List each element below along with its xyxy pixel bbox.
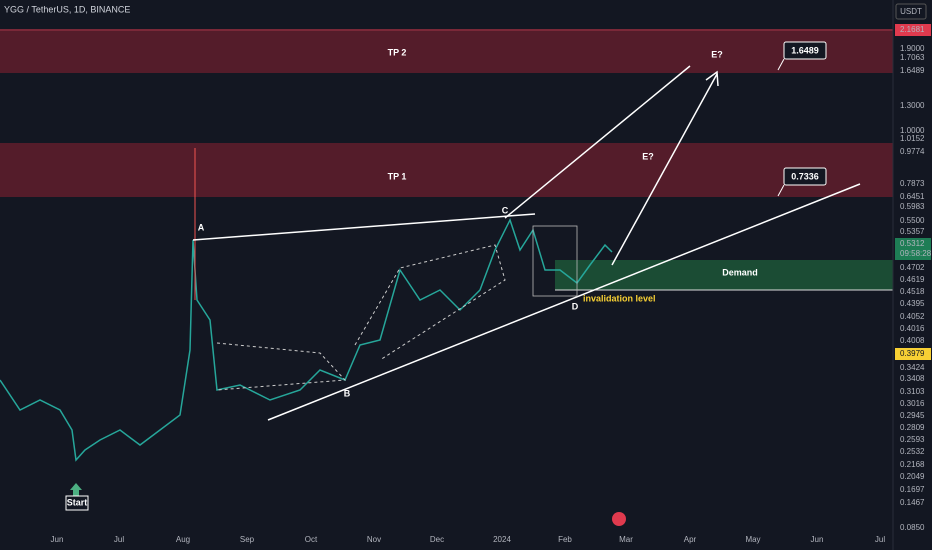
callout-pointer [777, 184, 785, 197]
time-label: Nov [367, 535, 381, 544]
start-arrow [70, 483, 82, 496]
wave-label: D [572, 301, 579, 311]
currency: USDT [900, 7, 922, 16]
callout-pointer [777, 58, 785, 71]
price-highlight [895, 24, 931, 36]
price-label: 0.0850 [900, 523, 925, 532]
price-label: 0.2049 [900, 472, 925, 481]
price-highlight [895, 348, 931, 360]
wave-label: E? [711, 49, 723, 59]
pattern [216, 342, 347, 391]
price-label: 0.9774 [900, 147, 925, 156]
price-label: 0.2532 [900, 447, 925, 456]
price-label: 0.3103 [900, 387, 925, 396]
currency-box [895, 3, 927, 20]
trendline [192, 213, 536, 241]
price-label: 0.4619 [900, 275, 925, 284]
time-label: Jul [875, 535, 885, 544]
price-label: 0.4052 [900, 312, 925, 321]
chart-title: YGG / TetherUS, 1D, BINANCE [4, 4, 130, 14]
wave-label: C [502, 205, 509, 215]
price-label: 0.1467 [900, 498, 925, 507]
price-highlight [895, 238, 931, 250]
price-label: 1.3000 [900, 101, 925, 110]
tp2-zone [0, 31, 893, 73]
price-label: 2.1681 [900, 25, 925, 34]
time-label: Dec [430, 535, 444, 544]
box [532, 225, 578, 297]
price-label: 0.2945 [900, 411, 925, 420]
time-label: 2024 [493, 535, 511, 544]
time-label: Sep [240, 535, 255, 544]
price-highlight [895, 248, 931, 260]
price-label: 1.0000 [900, 126, 925, 135]
price-label: 0.6451 [900, 192, 925, 201]
price-label: 0.4008 [900, 336, 925, 345]
trendline [504, 65, 691, 219]
tp1-label: TP 1 [388, 171, 407, 181]
price-label: 0.2593 [900, 435, 925, 444]
time-label: Jul [114, 535, 124, 544]
wave-label: E? [642, 151, 654, 161]
demand-label: Demand [722, 267, 758, 277]
price-label: 0.2168 [900, 460, 925, 469]
callout [783, 167, 827, 186]
price-label: 0.5500 [900, 216, 925, 225]
arrow [611, 73, 718, 266]
price-label: 0.7873 [900, 179, 925, 188]
price-label: 09:58:28 [900, 249, 932, 258]
tp1-zone [0, 143, 893, 197]
time-label: Aug [176, 535, 190, 544]
start-label: Start [67, 497, 88, 507]
price-label: 0.5357 [900, 227, 925, 236]
callout [783, 41, 827, 60]
price-label: 0.4016 [900, 324, 925, 333]
price-label: 0.1697 [900, 485, 925, 494]
price-label: 0.2809 [900, 423, 925, 432]
time-label: Jun [51, 535, 64, 544]
time-label: Jun [811, 535, 824, 544]
price-label: 0.3408 [900, 374, 925, 383]
tp2-label: TP 2 [388, 47, 407, 57]
pattern [354, 244, 506, 361]
invalidation-label: invalidation level [583, 293, 656, 303]
price-label: 0.4518 [900, 287, 925, 296]
price-label: 1.7063 [900, 53, 925, 62]
icon [612, 512, 626, 526]
price-label: 1.9000 [900, 44, 925, 53]
price-path [0, 218, 613, 462]
wave-label: B [344, 388, 351, 398]
arrowhead [705, 70, 719, 87]
wave-label: A [198, 222, 205, 232]
price-label: 0.3424 [900, 363, 925, 372]
time-label: May [745, 535, 760, 544]
target-label: 0.7336 [791, 171, 819, 181]
trendline [267, 183, 861, 421]
demand-zone [555, 260, 893, 290]
time-label: Mar [619, 535, 633, 544]
price-label: 0.5312 [900, 239, 925, 248]
time-label: Feb [558, 535, 572, 544]
time-label: Apr [684, 535, 697, 544]
price-label: 1.0152 [900, 134, 925, 143]
target-label: 1.6489 [791, 45, 819, 55]
price-label: 1.6489 [900, 66, 925, 75]
time-label: Oct [305, 535, 318, 544]
price-label: 0.3016 [900, 399, 925, 408]
price-label: 0.3979 [900, 349, 925, 358]
price-axis [893, 0, 932, 550]
start-box [65, 495, 89, 511]
price-label: 0.4702 [900, 263, 925, 272]
price-label: 0.4395 [900, 299, 925, 308]
price-label: 0.5983 [900, 202, 925, 211]
